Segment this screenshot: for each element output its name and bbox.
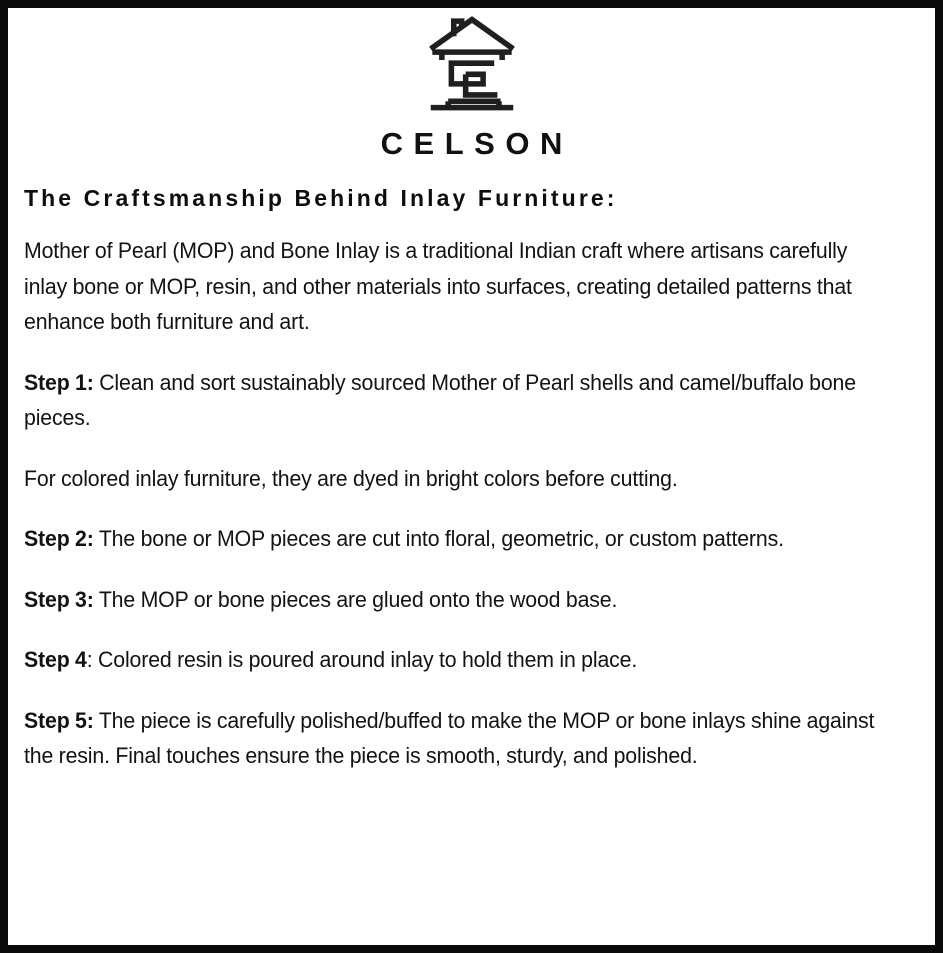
step-4-text: : Colored resin is poured around inlay t… — [86, 647, 638, 673]
step-5-text: The piece is carefully polished/buffed t… — [24, 707, 875, 769]
brand-block: CELSON — [16, 8, 927, 159]
colored-inlay-note-text: For colored inlay furniture, they are dy… — [24, 465, 678, 491]
article-body: Mother of Pearl (MOP) and Bone Inlay is … — [24, 211, 916, 774]
paragraph-step-2: Step 2: The bone or MOP pieces are cut i… — [24, 521, 876, 557]
page-title: The Craftsmanship Behind Inlay Furniture… — [24, 185, 618, 211]
poster-content: CELSON The Craftsmanship Behind Inlay Fu… — [8, 8, 935, 945]
step-3-label: Step 3: — [24, 586, 94, 612]
paragraph-step-3: Step 3: The MOP or bone pieces are glued… — [24, 582, 876, 618]
house-monogram-icon — [428, 16, 515, 111]
paragraph-step-1: Step 1: Clean and sort sustainably sourc… — [24, 365, 876, 436]
paragraph-intro: Mother of Pearl (MOP) and Bone Inlay is … — [24, 233, 876, 340]
step-1-text: Clean and sort sustainably sourced Mothe… — [24, 369, 856, 431]
step-2-label: Step 2: — [24, 526, 94, 552]
paragraph-step-5: Step 5: The piece is carefully polished/… — [24, 703, 876, 774]
step-3-text: The MOP or bone pieces are glued onto th… — [93, 586, 618, 612]
paragraph-step-4: Step 4: Colored resin is poured around i… — [24, 642, 876, 678]
paragraph-intro-text: Mother of Pearl (MOP) and Bone Inlay is … — [24, 238, 852, 335]
brand-name: CELSON — [380, 126, 573, 161]
step-4-label: Step 4 — [24, 647, 87, 673]
step-2-text: The bone or MOP pieces are cut into flor… — [93, 526, 784, 552]
paragraph-colored-inlay-note: For colored inlay furniture, they are dy… — [24, 461, 876, 497]
step-1-label: Step 1: — [24, 369, 94, 395]
step-5-label: Step 5: — [24, 707, 94, 733]
